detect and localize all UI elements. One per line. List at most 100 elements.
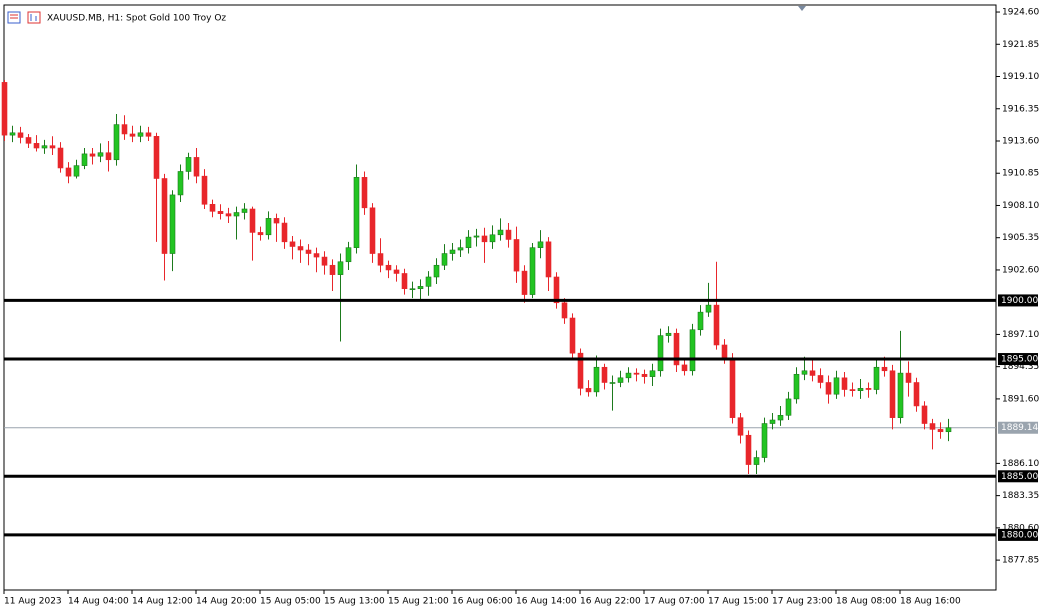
candle-body [113, 124, 120, 161]
candle-body [657, 335, 664, 372]
level-label: 1880.00 [1001, 530, 1038, 540]
y-tick-label: 1905.35 [1002, 233, 1039, 243]
candle-body [265, 218, 272, 236]
x-tick-label: 18 Aug 16:00 [900, 597, 961, 607]
candle-body [65, 167, 72, 177]
x-tick-label: 16 Aug 14:00 [516, 597, 577, 607]
level-label-box [998, 353, 1038, 366]
candle-body [185, 157, 192, 172]
candle-body [385, 264, 392, 271]
shift-marker [798, 6, 806, 11]
y-tick-label: 1919.10 [1002, 72, 1039, 82]
candle-body [377, 253, 384, 266]
candle-body [465, 236, 472, 248]
x-tick-label: 16 Aug 06:00 [452, 597, 513, 607]
candle-body [433, 264, 440, 278]
candle-body [193, 157, 200, 177]
candle-body [833, 377, 840, 395]
candle-body [153, 136, 160, 179]
x-tick-label: 18 Aug 08:00 [836, 597, 897, 607]
candle-body [617, 377, 624, 383]
candle-body [641, 373, 648, 377]
candle-body [625, 372, 632, 379]
candle-body [225, 213, 232, 217]
x-tick-label: 16 Aug 22:00 [580, 597, 641, 607]
level-label-box [998, 294, 1038, 307]
y-tick-label: 1877.85 [1002, 556, 1039, 566]
y-tick-label: 1880.60 [1002, 523, 1039, 533]
candle-body [49, 145, 56, 149]
candle-body [577, 352, 584, 389]
y-tick-label: 1913.60 [1002, 136, 1039, 146]
level-label-box [998, 470, 1038, 483]
candle-body [41, 145, 48, 149]
last-price-label: 1889.14 [1001, 423, 1038, 433]
candle-body [753, 457, 760, 465]
candle-body [393, 269, 400, 274]
candle-body [649, 370, 656, 377]
candle-body [81, 153, 88, 166]
candle-body [873, 366, 880, 390]
candle-body [513, 239, 520, 272]
y-tick-label: 1897.10 [1002, 330, 1039, 340]
candle-body [697, 311, 704, 331]
candle-body [89, 153, 96, 157]
candle-body [25, 137, 32, 144]
candle-body [9, 132, 16, 136]
candle-body [257, 232, 264, 236]
candle-body [337, 261, 344, 275]
candle-body [745, 434, 752, 465]
candle-body [121, 124, 128, 135]
candle-body [361, 177, 368, 209]
y-tick-label: 1883.35 [1002, 491, 1039, 501]
y-tick-label: 1910.85 [1002, 169, 1039, 179]
y-tick-label: 1894.35 [1002, 362, 1039, 372]
candle-body [201, 175, 208, 205]
candle-body [289, 241, 296, 247]
candle-body [761, 423, 768, 458]
candle-body [369, 207, 376, 254]
candle-body [497, 229, 504, 236]
candle-body [769, 419, 776, 424]
level-label: 1885.00 [1001, 472, 1038, 482]
y-tick-label: 1886.10 [1002, 459, 1039, 469]
candle-body [897, 372, 904, 418]
candle-body [441, 253, 448, 266]
y-tick-label: 1924.60 [1002, 8, 1039, 18]
icon [27, 11, 41, 24]
candle-body [521, 270, 528, 295]
candle-body [561, 302, 568, 319]
y-tick-label: 1921.85 [1002, 40, 1039, 50]
candle-body [145, 132, 152, 137]
candle-body [401, 273, 408, 290]
candle-body [553, 276, 560, 304]
x-tick-label: 15 Aug 05:00 [260, 597, 321, 607]
candle-body [881, 366, 888, 372]
candle-body [73, 165, 80, 177]
candle-body [137, 132, 144, 137]
x-tick-label: 17 Aug 07:00 [644, 597, 705, 607]
candle-body [457, 247, 464, 251]
x-tick-label: 11 Aug 2023 [4, 597, 62, 607]
candle-body [849, 389, 856, 392]
x-tick-label: 17 Aug 23:00 [772, 597, 833, 607]
candle-body [729, 358, 736, 418]
candle-body [913, 382, 920, 407]
y-tick-label: 1902.60 [1002, 265, 1039, 275]
candle-body [297, 246, 304, 251]
candle-body [17, 132, 24, 138]
candle-body [609, 382, 616, 384]
candle-body [489, 234, 496, 243]
candle-body [681, 364, 688, 372]
candle-body [353, 177, 360, 248]
candle-body [809, 370, 816, 376]
x-tick-label: 14 Aug 12:00 [132, 597, 193, 607]
candle-body [665, 332, 672, 336]
candle-body [545, 241, 552, 278]
candle-body [169, 194, 176, 254]
candle-body [601, 366, 608, 383]
candle-body [97, 152, 104, 157]
candle-body [249, 208, 256, 233]
candle-body [945, 427, 952, 433]
